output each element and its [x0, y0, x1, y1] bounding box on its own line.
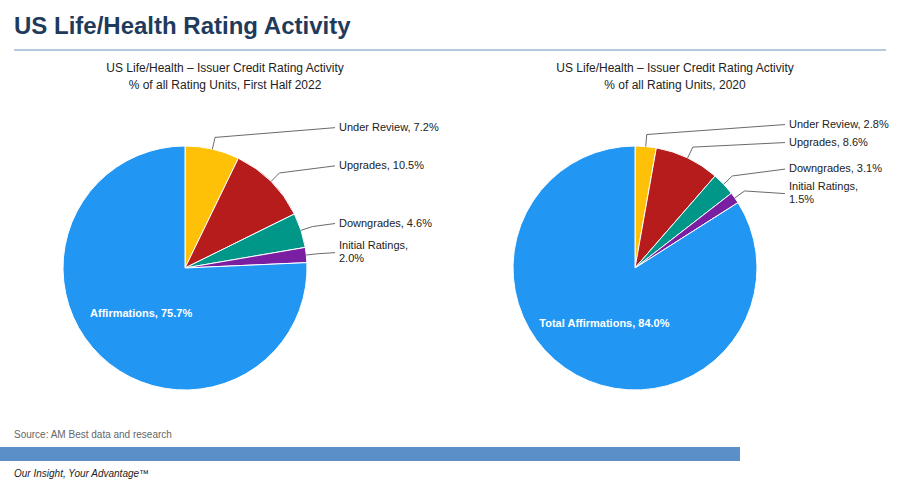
footer-note: Our Insight, Your Advantage™: [14, 468, 149, 479]
data-label: Downgrades, 4.6%: [339, 216, 432, 228]
leader-line: [688, 143, 785, 158]
pie-chart: US Life/Health – Issuer Credit Rating Ac…: [63, 61, 439, 390]
leader-line: [735, 191, 785, 198]
slices: [63, 146, 307, 390]
data-label: Affirmations, 75.7%: [90, 307, 192, 319]
chart-subtitle: % of all Rating Units, 2020: [604, 78, 746, 92]
data-label: Upgrades, 10.5%: [339, 159, 424, 171]
chart-title: US Life/Health – Issuer Credit Rating Ac…: [106, 61, 343, 75]
leader-line: [301, 224, 335, 231]
leader-line: [212, 128, 335, 149]
chart-subtitle: % of all Rating Units, First Half 2022: [129, 78, 322, 92]
leader-line: [724, 169, 785, 184]
data-label: Initial Ratings,2.0%: [339, 239, 408, 264]
pie-slice: [63, 146, 307, 390]
data-label: Downgrades, 3.1%: [789, 162, 882, 174]
leader-line: [271, 166, 335, 182]
pie-chart: US Life/Health – Issuer Credit Rating Ac…: [513, 61, 889, 390]
data-label: Initial Ratings,1.5%: [789, 180, 858, 205]
leader-line: [306, 253, 335, 255]
data-label: Total Affirmations, 84.0%: [539, 316, 669, 328]
slices: [513, 146, 757, 390]
footer-bar: [0, 447, 740, 461]
pie-slice: [513, 146, 757, 390]
data-labels: Total Affirmations, 84.0% Under Review, 2…: [539, 117, 889, 328]
source-note: Source: AM Best data and research: [14, 429, 172, 440]
data-label: Under Review, 2.8%: [789, 117, 889, 129]
title-rule: [14, 49, 886, 51]
data-labels: Affirmations, 75.7% Under Review, 7.2% Upg…: [90, 121, 439, 319]
chart-title: US Life/Health – Issuer Credit Rating Ac…: [556, 61, 793, 75]
chart-root: US Life/Health Rating Activity US Life/He…: [0, 0, 900, 487]
chart-svg: US Life/Health Rating Activity US Life/He…: [0, 0, 900, 487]
data-label: Upgrades, 8.6%: [789, 135, 868, 147]
data-label: Under Review, 7.2%: [339, 121, 439, 133]
leader-line: [646, 125, 785, 147]
main-title: US Life/Health Rating Activity: [14, 12, 351, 39]
